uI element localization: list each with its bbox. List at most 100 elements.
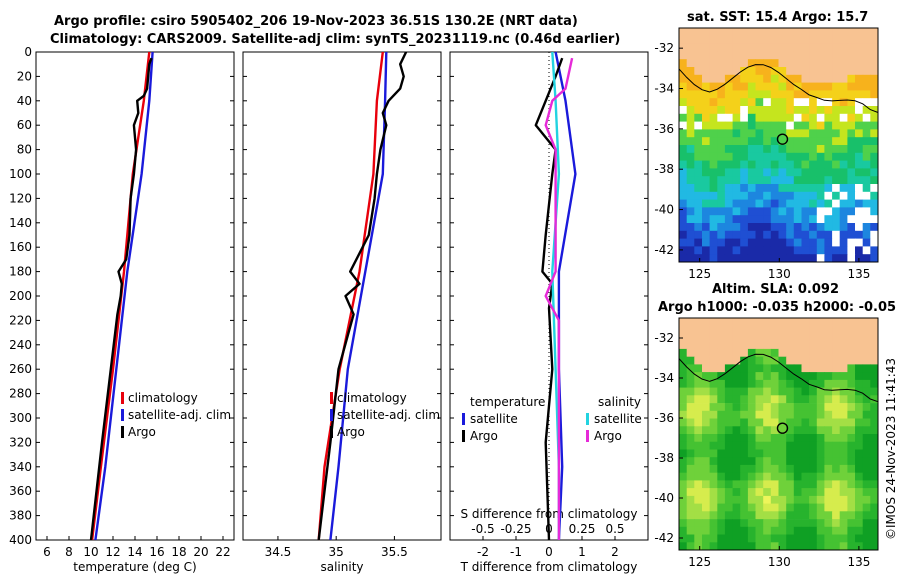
map-cell bbox=[809, 168, 818, 177]
map-cell bbox=[778, 434, 787, 443]
map-cell bbox=[724, 341, 733, 350]
map-cell bbox=[816, 418, 825, 427]
map-cell bbox=[855, 106, 864, 115]
map-cell bbox=[755, 82, 764, 91]
map-cell bbox=[740, 410, 749, 419]
map-cell bbox=[862, 534, 871, 543]
map-cell bbox=[809, 387, 818, 396]
map-cell bbox=[732, 184, 741, 193]
map-cell bbox=[839, 379, 848, 388]
map-cell bbox=[862, 106, 871, 115]
map-cell bbox=[755, 464, 764, 473]
map-x-tick-label: 135 bbox=[847, 555, 870, 569]
map-cell bbox=[862, 246, 871, 255]
map-cell bbox=[763, 35, 772, 44]
map-cell bbox=[709, 318, 718, 327]
map-cell bbox=[839, 67, 848, 76]
map-cell bbox=[755, 160, 764, 169]
map-cell bbox=[679, 59, 688, 68]
map-cell bbox=[694, 348, 703, 357]
map-cell bbox=[824, 519, 833, 528]
map-cell bbox=[832, 129, 841, 138]
map-cell bbox=[832, 434, 841, 443]
map-cell bbox=[747, 28, 756, 37]
map-cell bbox=[801, 199, 810, 208]
map-cell bbox=[763, 230, 772, 239]
map-cell bbox=[855, 333, 864, 342]
map-cell bbox=[717, 230, 726, 239]
profile-panel-salinity: 34.5 35 35.5salinityclimatologysatellite-a… bbox=[242, 51, 442, 574]
map-cell bbox=[732, 168, 741, 177]
map-cell bbox=[832, 341, 841, 350]
map-cell bbox=[862, 410, 871, 419]
map-cell bbox=[679, 426, 688, 435]
map-cell bbox=[755, 526, 764, 535]
y-tick-label: 40 bbox=[17, 94, 32, 108]
legend-label: Argo bbox=[470, 429, 498, 443]
map-cell bbox=[709, 129, 718, 138]
map-cell bbox=[763, 372, 772, 381]
map-cell bbox=[740, 434, 749, 443]
map-cell bbox=[709, 410, 718, 419]
map-cell bbox=[832, 372, 841, 381]
map-cell bbox=[679, 184, 688, 193]
map-cell bbox=[786, 434, 795, 443]
map-cell bbox=[862, 464, 871, 473]
map-cell bbox=[832, 449, 841, 458]
map-cell bbox=[793, 333, 802, 342]
map-cell bbox=[702, 519, 711, 528]
map-cell bbox=[724, 356, 733, 365]
map-cell bbox=[801, 98, 810, 107]
map-cell bbox=[816, 410, 825, 419]
map-cell bbox=[824, 403, 833, 412]
map-cell bbox=[816, 152, 825, 161]
map-cell bbox=[763, 341, 772, 350]
map-cell bbox=[793, 254, 802, 263]
x-axis-label: temperature (deg C) bbox=[73, 560, 196, 574]
map-cell bbox=[839, 28, 848, 37]
map-cell bbox=[702, 152, 711, 161]
map-cell bbox=[709, 348, 718, 357]
map-cell bbox=[770, 542, 779, 551]
y-tick-label: 380 bbox=[9, 509, 32, 523]
y-tick-label: 120 bbox=[9, 191, 32, 205]
map-cell bbox=[801, 51, 810, 60]
legend-label: climatology bbox=[128, 391, 198, 405]
x-tick-label: 14 bbox=[127, 545, 142, 559]
map-cell bbox=[724, 526, 733, 535]
map-cell bbox=[824, 176, 833, 185]
map-cell bbox=[763, 534, 772, 543]
map-cell bbox=[809, 176, 818, 185]
map-cell bbox=[755, 43, 764, 52]
map-cell bbox=[824, 98, 833, 107]
map-cell bbox=[686, 395, 695, 404]
map-cell bbox=[778, 441, 787, 450]
x-tick-label: 16 bbox=[149, 545, 164, 559]
map-cell bbox=[778, 387, 787, 396]
map-cell bbox=[839, 526, 848, 535]
map-cell bbox=[732, 51, 741, 60]
map-cell bbox=[694, 364, 703, 373]
map-cell bbox=[732, 441, 741, 450]
map-cell bbox=[747, 434, 756, 443]
map-cell bbox=[809, 325, 818, 334]
map-cell bbox=[709, 223, 718, 232]
y-tick-label: 340 bbox=[9, 460, 32, 474]
map-cell bbox=[862, 199, 871, 208]
map-cell bbox=[816, 137, 825, 146]
map-cell bbox=[717, 426, 726, 435]
map-cell bbox=[862, 418, 871, 427]
map-cell bbox=[786, 215, 795, 224]
map-cell bbox=[755, 51, 764, 60]
map-cell bbox=[862, 503, 871, 512]
map-cell bbox=[770, 480, 779, 489]
map-cell bbox=[809, 542, 818, 551]
map-cell bbox=[862, 488, 871, 497]
map-cell bbox=[717, 145, 726, 154]
map-cell bbox=[832, 207, 841, 216]
map-cell bbox=[717, 184, 726, 193]
map-cell bbox=[855, 480, 864, 489]
map-cell bbox=[717, 418, 726, 427]
map-cell bbox=[694, 191, 703, 200]
map-cell bbox=[809, 410, 818, 419]
